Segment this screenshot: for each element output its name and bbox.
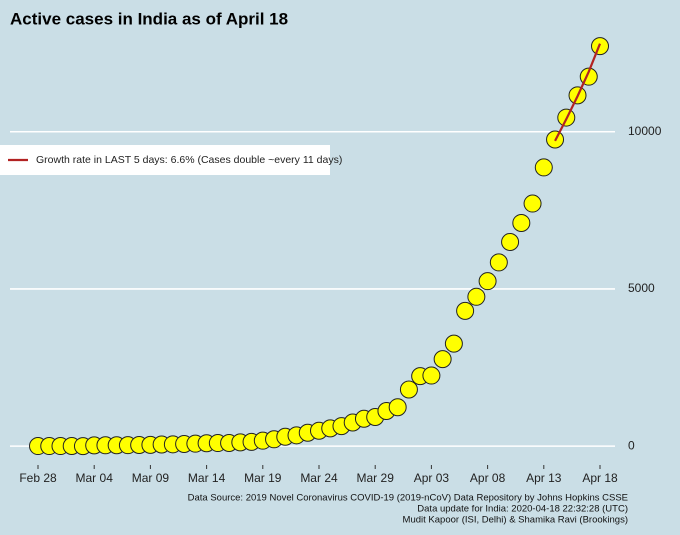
point (422, 366, 441, 385)
x-tick-label: Mar 14 (188, 471, 226, 485)
point (478, 272, 497, 291)
note: Data update for India: 2020-04-18 22:32:… (417, 504, 628, 515)
point (433, 350, 452, 369)
x-tick-label: Mar 04 (76, 471, 114, 485)
x-tick-label: Apr 08 (470, 471, 506, 485)
point (388, 398, 407, 417)
point (501, 232, 520, 251)
y-tick-label: 5000 (628, 281, 655, 295)
point (456, 301, 475, 320)
point (523, 194, 542, 213)
point (512, 213, 531, 232)
x-tick-label: Apr 18 (582, 471, 618, 485)
legend-box (0, 145, 330, 175)
point (534, 158, 553, 177)
y-tick-label: 0 (628, 438, 635, 452)
x-tick-label: Mar 29 (357, 471, 395, 485)
point (444, 334, 463, 353)
note: Mudit Kapoor (ISI, Delhi) & Shamika Ravi… (403, 515, 628, 526)
point (467, 287, 486, 306)
point (489, 253, 508, 272)
note: Data Source: 2019 Novel Coronavirus COVI… (188, 493, 628, 504)
x-tick-label: Mar 19 (244, 471, 282, 485)
trend-line (554, 43, 602, 142)
x-tick-label: Mar 09 (132, 471, 170, 485)
y-tick-label: 10000 (628, 124, 662, 138)
x-tick-label: Mar 24 (300, 471, 338, 485)
point (399, 380, 418, 399)
x-tick-label: Feb 28 (19, 471, 57, 485)
legend-label: Growth rate in LAST 5 days: 6.6% (Cases … (36, 154, 342, 166)
x-tick-label: Apr 03 (414, 471, 450, 485)
chart-title: Active cases in India as of April 18 (10, 9, 288, 28)
x-tick-label: Apr 13 (526, 471, 562, 485)
